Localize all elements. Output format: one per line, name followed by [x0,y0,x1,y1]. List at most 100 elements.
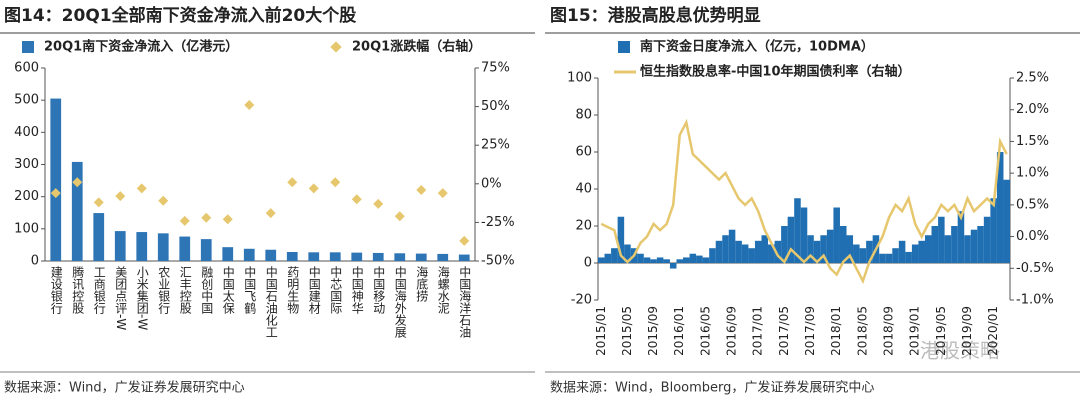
y2-tick-label: -50% [481,254,515,269]
x-tick-label: 2017/01 [751,306,765,356]
bar [617,216,625,263]
bar [650,259,657,263]
y-tick-label: 300 [14,157,39,172]
y2-tick-label: 2.0% [1016,102,1049,117]
bar [735,240,742,263]
chart-title: 图14：20Q1全部南下资金净流入前20大个股 [4,5,356,26]
bar [781,226,788,263]
bar [676,259,684,263]
x-tick-label: 海底捞 [415,265,429,302]
point [287,177,298,188]
bar [598,257,605,263]
y-tick-label: 40 [575,182,592,197]
bar [394,253,406,261]
x-tick-label: 2019/01 [908,306,922,356]
point [351,194,362,205]
point [244,100,255,111]
watermark: 港股策略 [920,339,1000,363]
point [50,188,61,199]
x-tick-label: 中芯国际 [329,265,343,314]
x-tick-label: 2017/09 [803,306,817,356]
bar [179,236,191,261]
bar [265,249,277,261]
bar [892,248,899,263]
point [437,188,448,199]
bar [637,253,644,263]
x-tick-label: 中国海洋石油 [458,265,472,338]
x-tick-label: 2018/01 [829,306,843,356]
y-tick-label: 500 [14,93,39,108]
bar [663,259,670,263]
bar [846,235,854,263]
bar [93,213,105,261]
y-tick-label: 0 [31,254,39,269]
y2-tick-label: 25% [481,138,510,153]
bar [938,216,945,263]
bar [702,257,710,263]
bar [136,232,148,261]
y2-tick-label: 1.5% [1016,134,1049,149]
x-tick-label: 2016/05 [698,306,712,356]
bar [50,98,62,261]
y-tick-label: 80 [575,108,592,123]
bar [200,239,212,261]
bar [931,226,939,263]
bar [794,198,801,263]
bar [807,235,814,263]
bar [918,240,925,263]
bar [669,263,677,269]
bar [415,253,427,261]
y-tick-label: -20 [571,293,592,308]
bar [787,216,795,263]
bar [157,233,169,261]
y-tick-label: 200 [14,189,39,204]
bar [715,240,723,263]
bar [754,240,762,263]
legend-swatch [618,41,630,53]
y2-tick-label: -0.5% [1016,261,1054,276]
x-tick-label: 2020/01 [986,306,1000,356]
bar [624,244,631,263]
x-tick-label: 工商银行 [92,266,106,314]
chart-title: 图15：港股高股息优势明显 [550,5,761,26]
x-tick-label: 药明生物 [286,266,300,314]
bar [308,252,320,261]
x-tick-label: 中国太保 [221,265,235,314]
point [72,177,83,188]
x-tick-label: 汇丰控股 [178,266,192,315]
bar [71,161,83,261]
bar [964,235,971,263]
y2-tick-label: 50% [481,99,510,114]
y2-tick-label: 2.5% [1016,71,1049,86]
bar [728,229,736,263]
point [416,184,427,195]
bar [970,229,978,263]
bar [977,226,984,263]
bar [800,207,808,263]
y-tick-label: 600 [14,61,39,76]
bar [911,244,919,263]
bar [826,229,834,263]
x-tick-label: 小米集团-W [135,266,149,331]
point [179,215,190,226]
bar [885,253,893,263]
x-tick-label: 美团点评-W [114,266,128,331]
point [222,214,233,225]
legend-swatch [330,41,342,53]
x-tick-label: 中国石油化工 [264,265,278,338]
source: 数据来源：Wind，广发证券发展研究中心 [4,380,245,396]
bar [722,235,729,263]
x-tick-label: 腾讯控股 [71,265,85,315]
bar [604,253,612,263]
bar [372,252,384,261]
x-tick-label: 2019/09 [960,306,974,356]
bar [951,226,958,263]
bar [839,226,847,263]
point [201,212,212,223]
y-tick-label: 400 [14,125,39,140]
bar [351,252,363,261]
x-tick-label: 中国神华 [350,265,364,314]
bar [957,211,965,263]
bar [611,248,618,263]
point [330,177,341,188]
